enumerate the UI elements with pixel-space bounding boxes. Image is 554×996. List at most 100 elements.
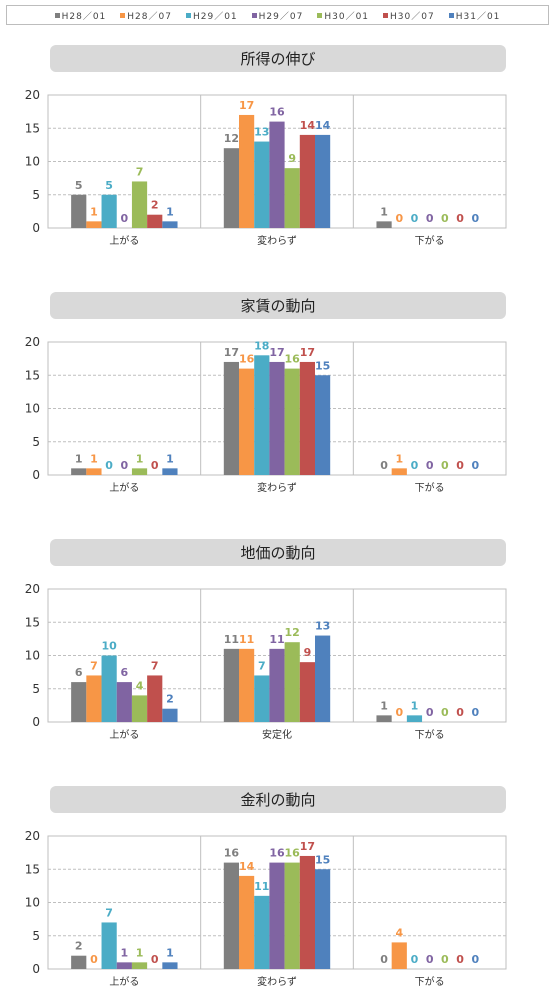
- bar: [71, 955, 87, 969]
- bar: [86, 468, 102, 475]
- legend-item: H29／07: [251, 9, 304, 22]
- x-tick-label: 下がる: [415, 728, 445, 741]
- x-tick-label: 変わらず: [257, 975, 297, 988]
- bar: [315, 375, 331, 475]
- x-tick-label: 下がる: [415, 234, 445, 247]
- data-label: 17: [239, 99, 254, 112]
- bar: [86, 675, 102, 722]
- bar: [116, 682, 132, 722]
- bar: [162, 708, 178, 722]
- data-label: 14: [315, 119, 331, 132]
- y-tick-label: 15: [25, 615, 40, 629]
- bar: [162, 962, 178, 969]
- bar: [162, 221, 178, 228]
- bar: [284, 368, 300, 475]
- legend-label: H28／07: [127, 11, 172, 22]
- bar: [71, 194, 87, 228]
- bar: [315, 134, 331, 228]
- bar: [299, 662, 315, 722]
- data-label: 2: [75, 940, 83, 953]
- legend-swatch: [120, 12, 126, 18]
- bar: [299, 134, 315, 228]
- data-label: 5: [105, 179, 113, 192]
- data-label: 0: [121, 459, 129, 472]
- data-label: 0: [426, 953, 434, 966]
- data-label: 0: [441, 706, 449, 719]
- x-tick-label: 安定化: [262, 728, 292, 741]
- data-label: 11: [269, 633, 284, 646]
- bar: [269, 862, 285, 969]
- data-label: 1: [90, 205, 98, 218]
- bar: [299, 855, 315, 969]
- data-label: 0: [441, 953, 449, 966]
- bar: [223, 648, 239, 722]
- bar: [391, 468, 407, 475]
- legend-item: H30／01: [317, 9, 369, 22]
- y-tick-label: 0: [32, 221, 40, 235]
- x-tick-label: 変わらず: [257, 234, 297, 247]
- data-label: 1: [380, 699, 388, 712]
- data-label: 7: [258, 659, 266, 672]
- data-label: 0: [471, 212, 479, 225]
- bar: [101, 922, 117, 969]
- bar: [299, 361, 315, 475]
- data-label: 7: [105, 906, 113, 919]
- data-label: 0: [426, 706, 434, 719]
- legend-item: H28／07: [120, 9, 172, 22]
- data-label: 16: [269, 847, 285, 860]
- y-tick-label: 10: [25, 896, 40, 910]
- y-tick-label: 10: [25, 402, 40, 416]
- legend-item: H30／07: [383, 9, 435, 22]
- y-tick-label: 5: [32, 929, 40, 943]
- bar: [376, 715, 392, 722]
- data-label: 16: [239, 353, 255, 366]
- bar: [101, 655, 117, 722]
- bar: [71, 468, 87, 475]
- data-label: 17: [300, 840, 315, 853]
- bar: [86, 221, 102, 228]
- bar: [71, 682, 87, 722]
- data-label: 2: [151, 199, 159, 212]
- chart-title: 金利の動向: [50, 786, 506, 813]
- x-tick-label: 上がる: [109, 481, 139, 494]
- y-tick-label: 5: [32, 435, 40, 449]
- data-label: 16: [269, 106, 285, 119]
- bar: [131, 181, 148, 228]
- legend-swatch: [448, 12, 454, 18]
- bar: [223, 148, 239, 228]
- y-tick-label: 0: [32, 962, 40, 976]
- data-label: 1: [166, 205, 174, 218]
- data-label: 6: [75, 666, 83, 679]
- x-tick-label: 変わらず: [257, 481, 297, 494]
- x-tick-label: 下がる: [415, 481, 445, 494]
- bar: [284, 642, 300, 722]
- data-label: 18: [254, 339, 269, 352]
- data-label: 7: [136, 165, 144, 178]
- data-label: 0: [380, 953, 388, 966]
- data-label: 0: [90, 953, 98, 966]
- data-label: 1: [411, 699, 419, 712]
- data-label: 0: [456, 212, 464, 225]
- legend-label: H31／01: [455, 11, 501, 22]
- bar: [254, 895, 270, 969]
- y-tick-label: 20: [25, 829, 40, 843]
- data-label: 6: [121, 666, 129, 679]
- legend-item: H29／01: [185, 9, 238, 22]
- data-label: 0: [151, 459, 159, 472]
- y-tick-label: 15: [25, 121, 40, 135]
- data-label: 4: [136, 679, 144, 692]
- legend-label: H30／07: [390, 11, 435, 22]
- data-label: 11: [224, 633, 239, 646]
- data-label: 0: [121, 212, 129, 225]
- bar: [254, 675, 270, 722]
- y-tick-label: 15: [25, 368, 40, 382]
- data-label: 14: [239, 860, 255, 873]
- bar: [284, 168, 300, 228]
- legend-swatch: [383, 12, 389, 18]
- bar: [147, 214, 163, 228]
- chart-title: 地価の動向: [50, 539, 506, 566]
- data-label: 0: [426, 459, 434, 472]
- legend-swatch: [185, 12, 191, 18]
- data-label: 16: [224, 847, 240, 860]
